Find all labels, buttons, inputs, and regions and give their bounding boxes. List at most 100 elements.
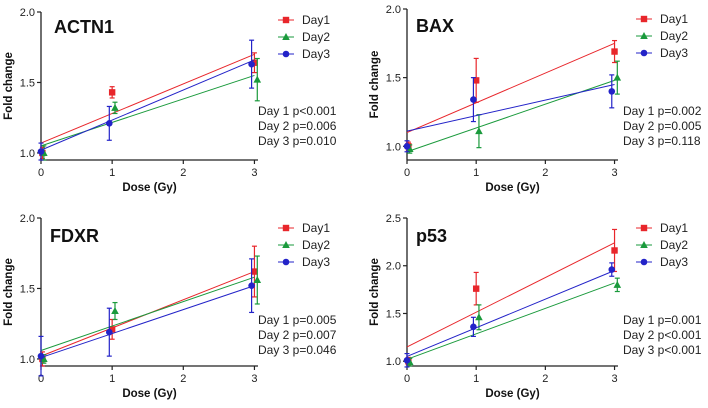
legend-marker bbox=[282, 16, 290, 24]
x-axis-label: Dose (Gy) bbox=[122, 182, 176, 194]
legend-label: Day3 bbox=[302, 255, 330, 269]
data-point bbox=[253, 276, 262, 284]
legend-marker bbox=[640, 32, 648, 39]
y-tick-label: 2.5 bbox=[386, 213, 401, 225]
x-tick-label: 1 bbox=[109, 167, 115, 179]
data-point bbox=[106, 120, 113, 127]
panel-title: p53 bbox=[416, 226, 447, 246]
legend-label: Day3 bbox=[660, 255, 688, 269]
y-tick-label: 2.0 bbox=[386, 261, 401, 273]
y-tick-label: 1.5 bbox=[386, 308, 401, 320]
data-point bbox=[405, 145, 414, 153]
chart-panel-bax: 1.0 1.5 2.0 0 1 2 3 Dose (Gy) Fold change BAX Day1… bbox=[369, 4, 702, 194]
series-day1 bbox=[405, 228, 618, 366]
fit-line bbox=[406, 84, 615, 132]
stat-line: Day 2 p=0.006 bbox=[258, 119, 337, 133]
chart-panel-fdxr: 1.0 1.5 2.0 0 1 2 3 Dose (Gy) Fold change FDXR Day… bbox=[3, 213, 337, 400]
data-point bbox=[403, 142, 411, 150]
y-tick-label: 1.5 bbox=[20, 283, 35, 295]
fit-line bbox=[406, 242, 615, 348]
y-tick-label: 1.0 bbox=[20, 354, 35, 366]
data-point bbox=[37, 352, 45, 360]
series-day1 bbox=[39, 52, 258, 160]
series-day3 bbox=[403, 74, 616, 153]
y-tick-label: 1.0 bbox=[20, 148, 35, 160]
data-point bbox=[475, 127, 483, 135]
y-tick-label: 1.0 bbox=[386, 356, 401, 368]
legend-marker bbox=[640, 258, 648, 266]
data-point bbox=[608, 88, 616, 95]
legend-marker bbox=[640, 224, 648, 232]
x-axis-label: Dose (Gy) bbox=[485, 182, 539, 194]
data-point bbox=[108, 89, 116, 96]
chart-panel-actn1: 1.0 1.5 2.0 0 1 2 3 Dose (Gy) Fold change ACTN1 Da… bbox=[3, 7, 337, 194]
legend-label: Day3 bbox=[660, 46, 688, 60]
x-tick-label: 2 bbox=[542, 167, 548, 179]
y-axis-label: Fold change bbox=[369, 51, 381, 119]
series-day3 bbox=[37, 258, 255, 377]
fit-line bbox=[406, 42, 615, 134]
data-point bbox=[248, 282, 255, 289]
data-point bbox=[470, 323, 477, 331]
y-tick-label: 2.0 bbox=[20, 213, 35, 225]
data-point bbox=[253, 75, 262, 83]
data-point bbox=[611, 247, 618, 254]
legend-label: Day1 bbox=[302, 221, 330, 235]
stat-line: Day 1 p=0.002 bbox=[623, 104, 702, 118]
y-axis-label: Fold change bbox=[3, 52, 15, 120]
data-point bbox=[106, 328, 113, 336]
y-tick-label: 2.0 bbox=[386, 4, 401, 16]
stat-line: Day 2 p=0.007 bbox=[258, 328, 337, 342]
legend-marker bbox=[282, 241, 290, 248]
x-tick-label: 0 bbox=[38, 167, 44, 179]
data-point bbox=[611, 48, 618, 55]
fit-line bbox=[40, 285, 255, 359]
data-point bbox=[608, 266, 616, 273]
legend-marker bbox=[282, 224, 290, 232]
legend-label: Day2 bbox=[660, 29, 688, 43]
legend-label: Day1 bbox=[302, 13, 330, 27]
stat-line: Day 1 p=0.001 bbox=[623, 313, 702, 327]
legend-marker bbox=[282, 33, 290, 40]
x-tick-label: 0 bbox=[404, 373, 410, 385]
data-point bbox=[472, 77, 480, 84]
series-day2 bbox=[40, 255, 262, 364]
x-axis-label: Dose (Gy) bbox=[122, 388, 176, 400]
fit-line bbox=[406, 282, 615, 360]
legend-label: Day1 bbox=[660, 12, 688, 26]
stat-line: Day 3 p=0.046 bbox=[258, 343, 337, 357]
y-tick-label: 1.5 bbox=[20, 77, 35, 89]
legend-label: Day2 bbox=[660, 238, 688, 252]
stat-line: Day 3 p<0.001 bbox=[623, 343, 702, 357]
legend-label: Day2 bbox=[302, 30, 330, 44]
x-tick-label: 2 bbox=[542, 373, 548, 385]
x-tick-label: 3 bbox=[611, 373, 617, 385]
series-day2 bbox=[40, 57, 262, 161]
series-day1 bbox=[39, 245, 258, 367]
x-tick-label: 3 bbox=[251, 373, 257, 385]
series-day1 bbox=[405, 39, 618, 151]
legend-marker bbox=[640, 241, 648, 248]
data-point bbox=[613, 73, 622, 81]
legend-marker bbox=[282, 258, 290, 266]
data-point bbox=[475, 313, 483, 321]
fit-line bbox=[40, 74, 255, 147]
legend-marker bbox=[282, 50, 290, 58]
fit-line bbox=[40, 59, 255, 151]
legend-label: Day2 bbox=[302, 238, 330, 252]
stat-line: Day 2 p=0.005 bbox=[623, 119, 702, 133]
x-tick-label: 1 bbox=[109, 373, 115, 385]
x-tick-label: 0 bbox=[38, 373, 44, 385]
x-tick-label: 2 bbox=[180, 167, 186, 179]
stat-line: Day 1 p<0.001 bbox=[258, 104, 337, 118]
x-tick-label: 3 bbox=[611, 167, 617, 179]
fit-line bbox=[406, 270, 615, 357]
panel-title: FDXR bbox=[50, 226, 99, 246]
data-point bbox=[472, 285, 480, 292]
data-point bbox=[111, 307, 119, 315]
fit-line bbox=[40, 53, 255, 144]
chart-panel-p53: 1.0 1.5 2.0 2.5 0 1 2 3 Dose (Gy) Fold change p53 D… bbox=[369, 213, 702, 400]
panel-title: ACTN1 bbox=[54, 17, 114, 37]
y-axis-label: Fold change bbox=[369, 258, 381, 326]
